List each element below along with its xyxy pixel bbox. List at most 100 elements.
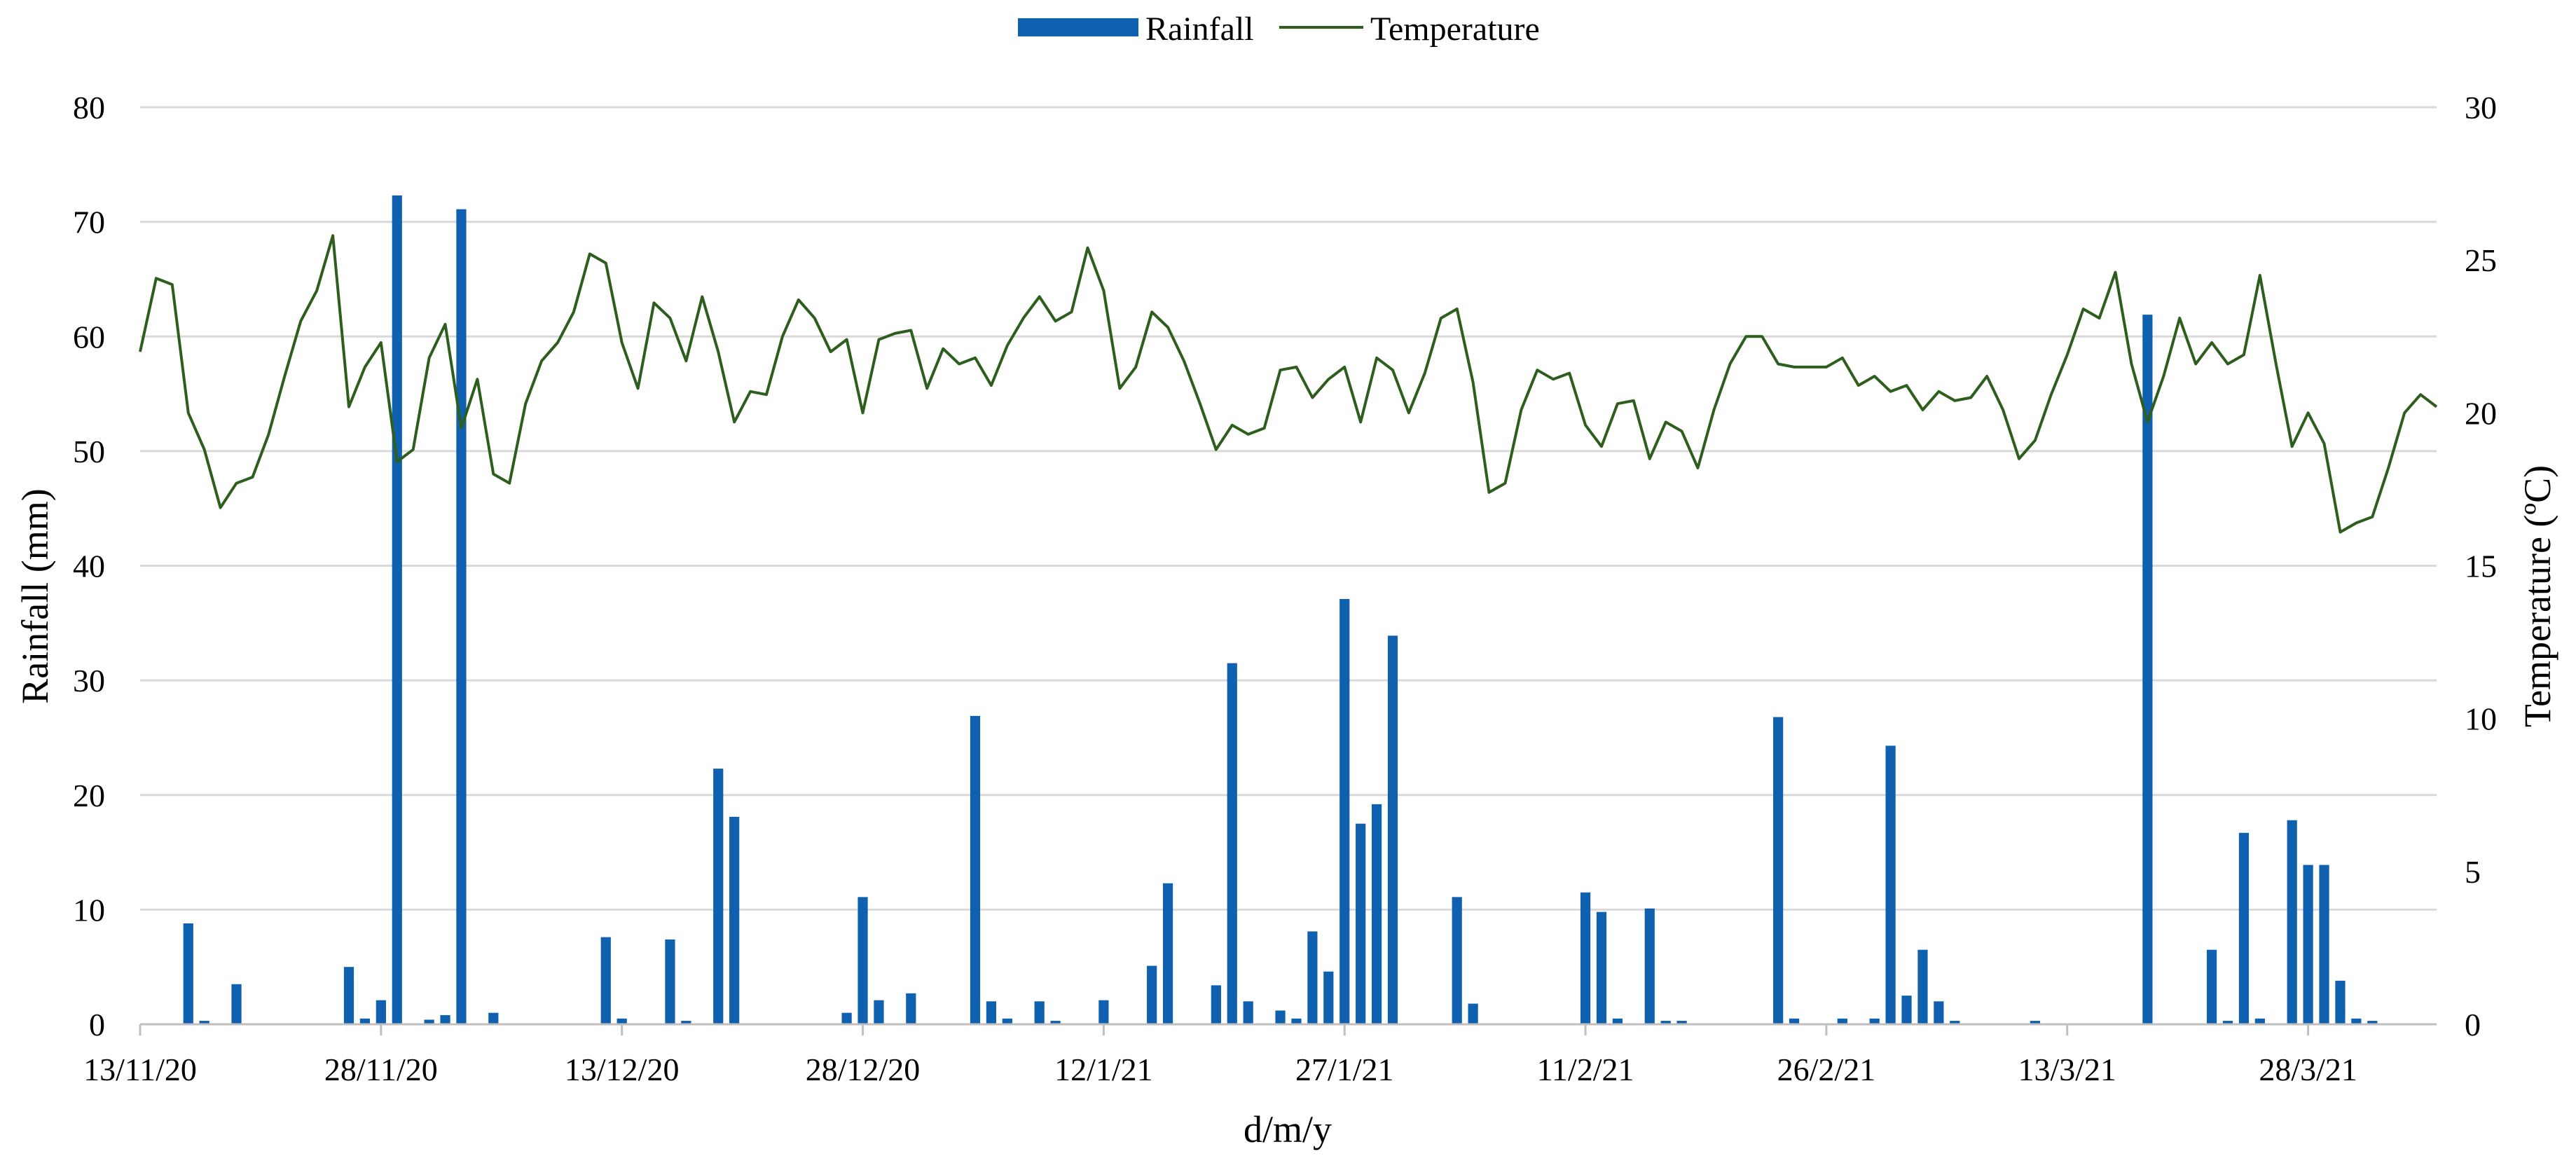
rainfall-bar [1034, 1001, 1045, 1024]
rainfall-bar [713, 769, 724, 1024]
x-tick-label: 11/2/21 [1537, 1052, 1634, 1087]
rainfall-bar [970, 715, 981, 1024]
rainfall-bar [359, 1018, 371, 1024]
rainfall-bar [1307, 931, 1318, 1024]
x-tick-label: 13/12/20 [565, 1052, 680, 1087]
rainfall-bar [1676, 1021, 1687, 1024]
rainfall-bar [456, 209, 467, 1025]
rainfall-bar [2335, 980, 2346, 1024]
rainfall-bar [1950, 1021, 1960, 1024]
rainfall-bar [2367, 1021, 2378, 1024]
x-tick-label: 26/2/21 [1777, 1052, 1876, 1087]
gridlines [140, 106, 2437, 911]
rainfall-bar [2287, 820, 2297, 1024]
rainfall-bar [440, 1014, 450, 1024]
rainfall-bar [600, 937, 611, 1024]
x-tick-label: 12/1/21 [1054, 1052, 1153, 1087]
y-left-tick-label: 30 [73, 663, 105, 699]
legend-swatch-rainfall [1018, 18, 1138, 36]
rainfall-bar [729, 816, 740, 1024]
rainfall-bar [392, 195, 402, 1025]
rainfall-bar [1596, 911, 1607, 1024]
rainfall-bar [1291, 1018, 1302, 1024]
rainfall-bar [617, 1018, 627, 1024]
y-right-tick-label: 15 [2465, 549, 2497, 584]
legend: Rainfall Temperature [1018, 11, 1540, 48]
rainfall-bar [1356, 823, 1366, 1024]
rainfall-bar [2254, 1018, 2265, 1024]
x-tick-label: 28/11/20 [324, 1052, 438, 1087]
rainfall-bar [1098, 1000, 1109, 1024]
rainfall-bar [1002, 1018, 1012, 1024]
rainfall-bar [1050, 1021, 1061, 1024]
rainfall-bars [183, 195, 2378, 1025]
y-right-tick-label: 5 [2465, 854, 2481, 890]
rainfall-bar [1773, 717, 1784, 1024]
rainfall-bar [681, 1021, 691, 1024]
y-left-tick-label: 70 [73, 205, 105, 240]
rainfall-bar [2142, 315, 2153, 1024]
x-axis-title: d/m/y [1244, 1108, 1332, 1150]
temperature-line [139, 234, 2438, 534]
rainfall-bar [1837, 1018, 1847, 1024]
y-left-tick-label: 60 [73, 319, 105, 355]
x-tick-label: 13/3/21 [2018, 1052, 2116, 1087]
y-right-tick-label: 0 [2465, 1007, 2481, 1042]
rainfall-bar [231, 984, 242, 1024]
rainfall-bar [1323, 971, 1334, 1024]
axes: 0 10 20 30 40 50 60 70 80 0 5 10 15 20 25 30 13/11/20 28/… [73, 90, 2497, 1087]
y-left-tick-label: 40 [73, 549, 105, 584]
rainfall-bar [1885, 745, 1896, 1024]
rainfall-bar [1227, 663, 1237, 1024]
y-left-tick-label: 0 [89, 1007, 105, 1042]
rainfall-bar [1339, 598, 1350, 1024]
y-axis-right-title: Temperature (ºC) [2516, 465, 2558, 727]
rainfall-bar [2206, 949, 2217, 1024]
y-left-tick-label: 20 [73, 778, 105, 813]
rainfall-bar [1452, 897, 1462, 1024]
rainfall-bar [2222, 1021, 2233, 1024]
rainfall-bar [376, 1000, 386, 1024]
rainfall-bar [1917, 949, 1928, 1024]
rainfall-bar [488, 1012, 499, 1024]
rainfall-bar [2351, 1018, 2362, 1024]
rainfall-bar [2030, 1021, 2041, 1024]
rainfall-bar [1147, 965, 1157, 1024]
y-left-tick-label: 80 [73, 90, 105, 125]
rainfall-bar [1211, 985, 1221, 1024]
rainfall-bar [183, 923, 193, 1024]
rainfall-bar [665, 939, 675, 1024]
y-axis-left-title: Rainfall (mm) [14, 488, 56, 703]
y-right-tick-label: 30 [2465, 90, 2497, 125]
rainfall-bar [2319, 865, 2329, 1024]
x-tick-label: 27/1/21 [1295, 1052, 1394, 1087]
temperature-line-layer [139, 234, 2438, 534]
rainfall-bar [857, 897, 868, 1024]
rainfall-bar [424, 1019, 434, 1024]
x-tick-label: 28/12/20 [806, 1052, 921, 1087]
rainfall-bar [1901, 996, 1912, 1024]
rainfall-bar [1869, 1018, 1880, 1024]
rainfall-bar [199, 1021, 209, 1024]
rainfall-bar [1162, 883, 1173, 1024]
rainfall-bar [2238, 832, 2250, 1024]
x-tick-label: 13/11/20 [83, 1052, 197, 1087]
rainfall-bar [906, 993, 916, 1024]
y-right-tick-label: 20 [2465, 395, 2497, 431]
legend-label-temperature: Temperature [1370, 11, 1540, 48]
y-right-tick-label: 25 [2465, 242, 2497, 278]
rainfall-bar [1243, 1001, 1253, 1024]
rainfall-bar [841, 1012, 852, 1024]
rainfall-bar [986, 1001, 997, 1024]
rainfall-bar [1934, 1001, 1944, 1024]
y-right-tick-label: 10 [2465, 701, 2497, 737]
rainfall-bar [2303, 865, 2313, 1024]
rainfall-bar [343, 967, 354, 1024]
rainfall-bar [1580, 892, 1591, 1024]
rainfall-bar [1612, 1018, 1623, 1024]
rainfall-bar [1789, 1018, 1800, 1024]
rainfall-bar [1660, 1021, 1671, 1024]
rainfall-bar [1371, 804, 1382, 1024]
rainfall-bar [1275, 1010, 1286, 1024]
